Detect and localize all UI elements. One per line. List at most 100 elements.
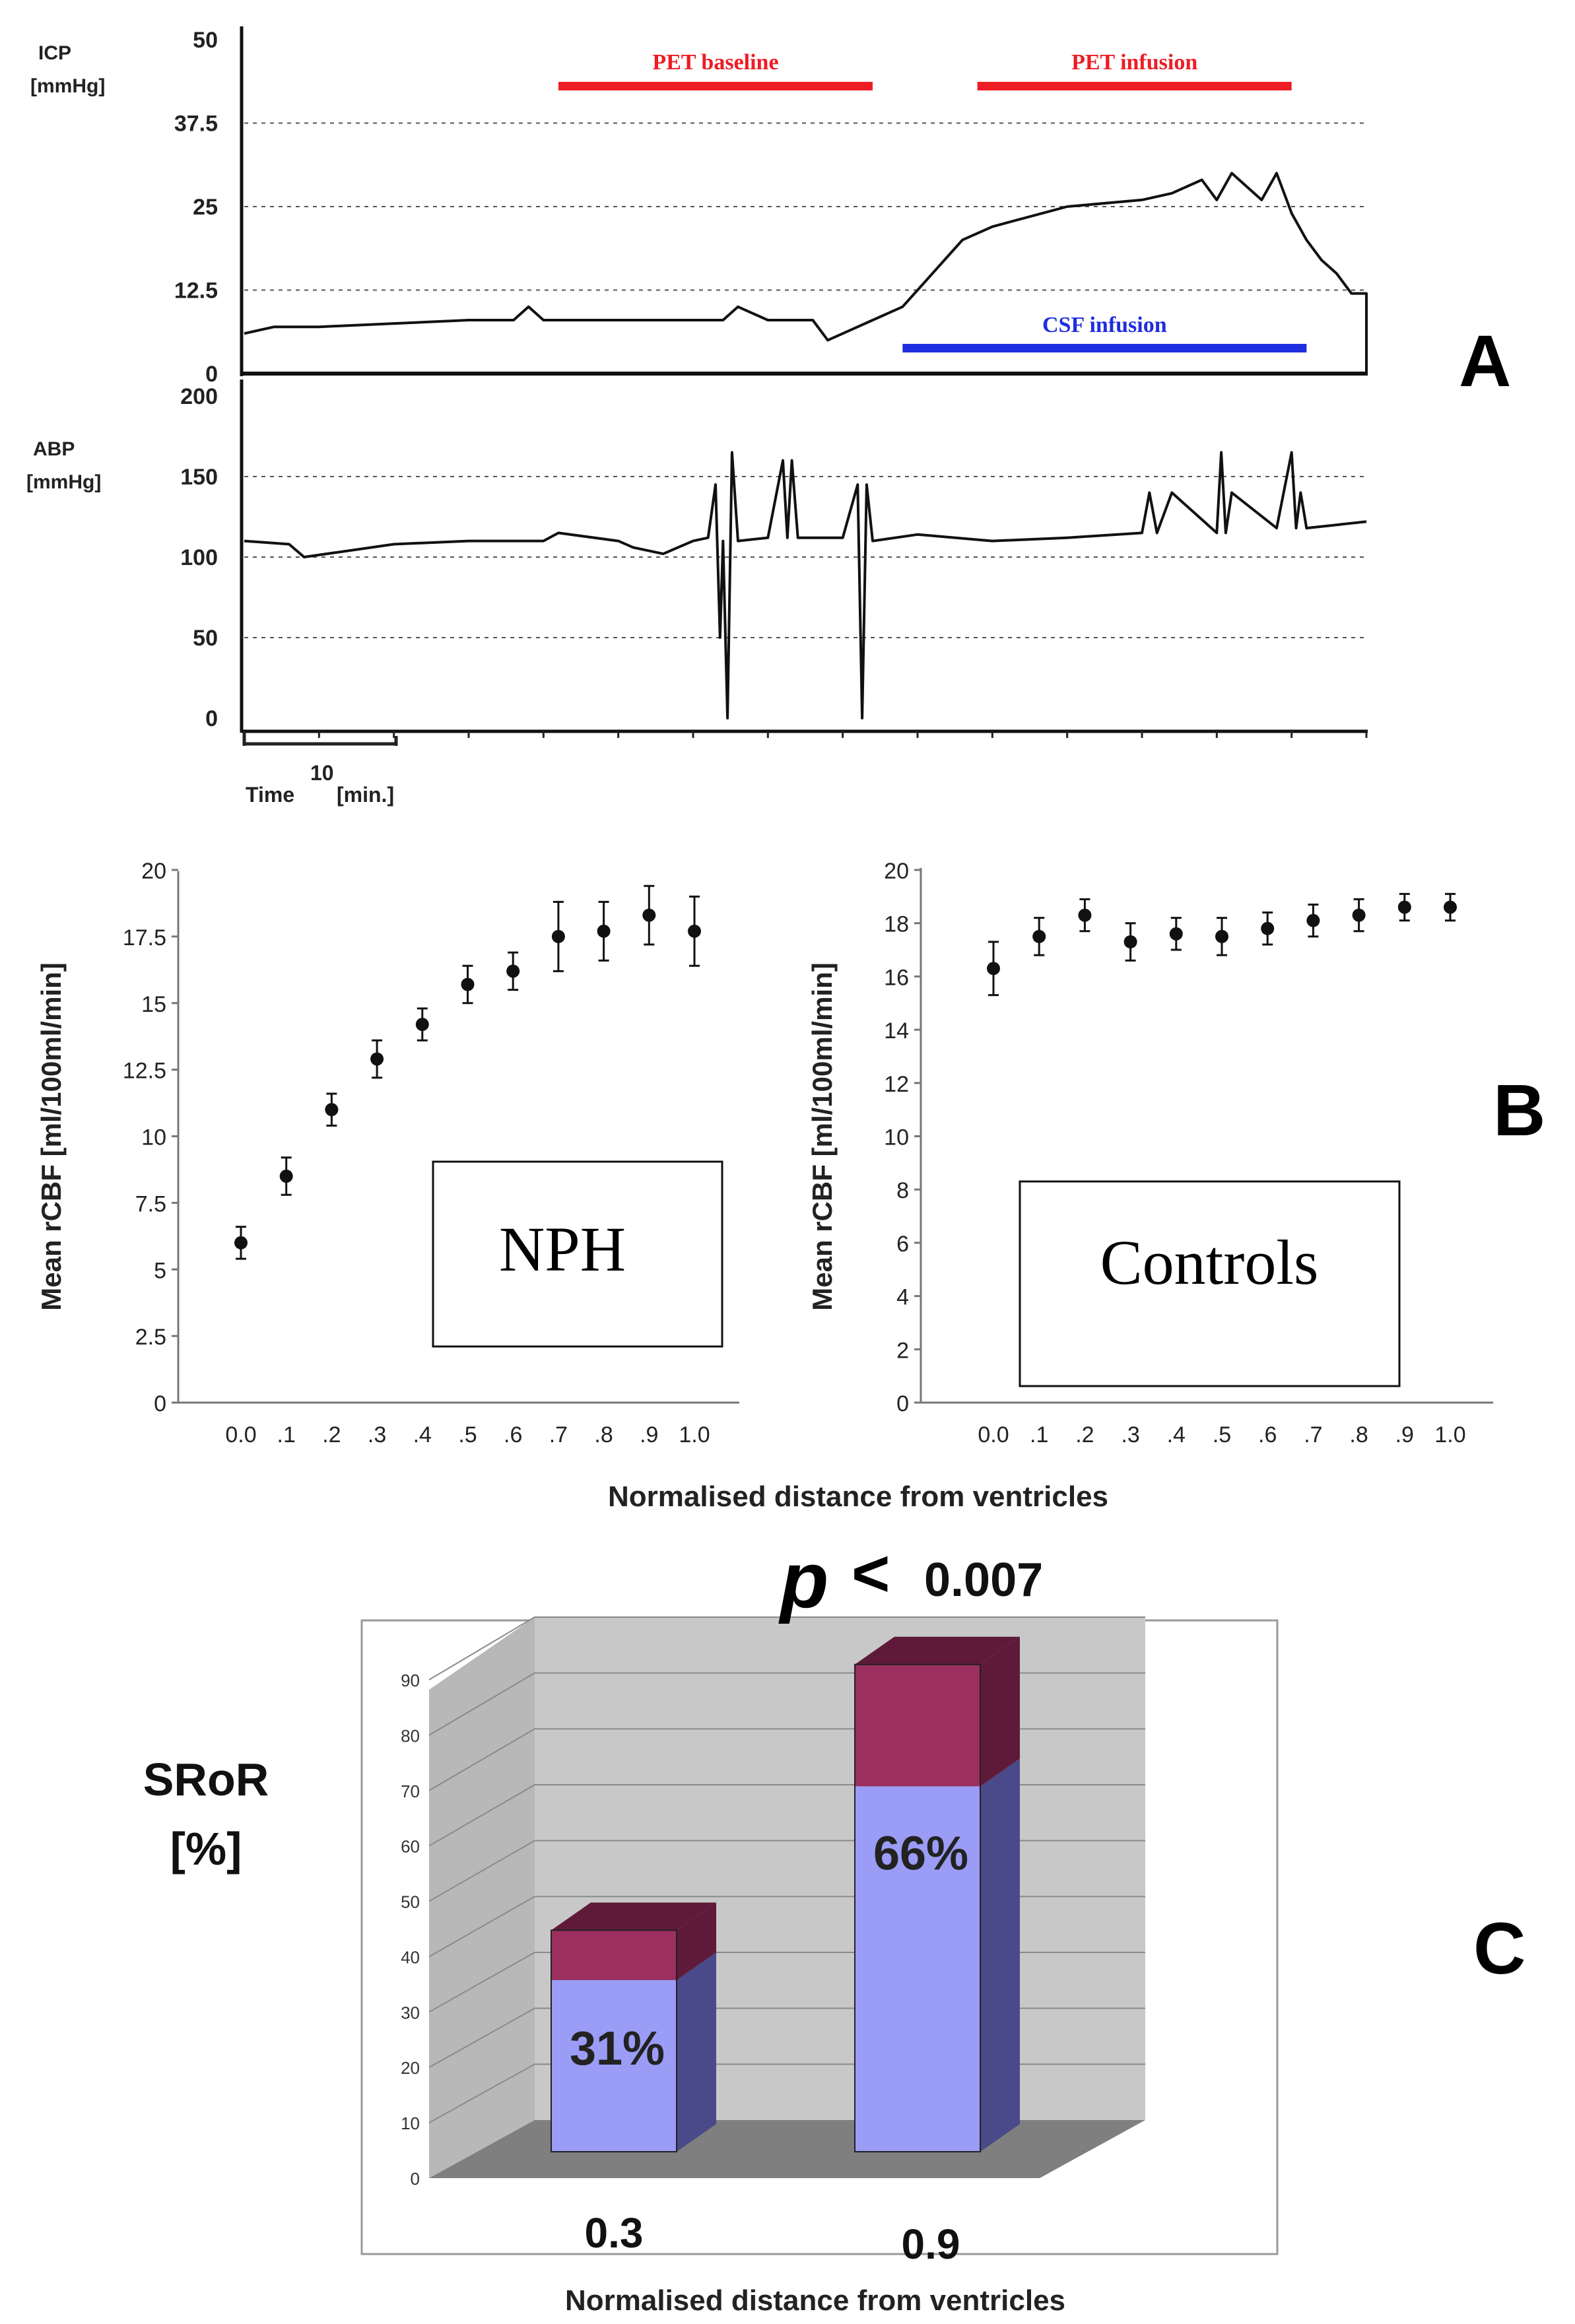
controls-title: Controls [1100, 1227, 1319, 1298]
y-tick-label: 16 [884, 965, 909, 990]
x-tick-label: 0.3 [585, 2209, 644, 2257]
nph-x-tick-labels: 0.0 .1 .2 .3 .4 .5 .6 .7 .8 .9 1.0 [225, 1422, 710, 1447]
annotation-label: PET baseline [652, 50, 778, 75]
x-tick-label: .5 [1213, 1422, 1231, 1447]
x-tick-label: 1.0 [1434, 1422, 1465, 1447]
y-tick-label: 2.5 [135, 1325, 166, 1350]
y-tick-label: 200 [180, 384, 218, 409]
data-point [506, 964, 520, 978]
sror-xlabel: Normalised distance from ventricles [565, 2284, 1065, 2317]
bar-data-label: 66% [873, 1827, 968, 1880]
gridline [428, 1616, 1145, 1680]
bar-outline [551, 1929, 677, 2152]
bar-upper-side [677, 1902, 716, 1980]
annotation-bar [902, 344, 1307, 352]
x-tick-label: .9 [640, 1422, 658, 1447]
x-tick-label: .2 [1075, 1422, 1094, 1447]
y-tick-label: 10 [141, 1125, 166, 1150]
y-tick-label: 12.5 [174, 279, 218, 304]
time-scale-bar [242, 733, 398, 746]
annotation-bar [977, 82, 1292, 90]
y-tick-label: 50 [193, 626, 218, 651]
nph-data-points [234, 884, 701, 1260]
sror-ylabel-unit: [%] [170, 1823, 242, 1875]
controls-y-tick-labels: 0 2 4 6 8 10 12 14 16 18 20 [884, 859, 921, 1416]
abp-tick-labels: 200 150 100 50 0 [180, 384, 218, 731]
x-tick-label: .7 [1304, 1422, 1322, 1447]
x-tick-label: .6 [1258, 1422, 1277, 1447]
sror-x-tick-labels: 0.3 0.9 [585, 2209, 960, 2268]
y-tick-label: 50 [401, 1892, 420, 1912]
data-point [1169, 927, 1183, 941]
y-tick-label: 0 [896, 1391, 909, 1416]
x-tick-label: 0.0 [225, 1422, 256, 1447]
x-tick-label: .8 [594, 1422, 613, 1447]
data-point [1306, 913, 1320, 927]
nph-plot: 0 2.5 5 7.5 10 12.5 15 17.5 20 0.0 .1 .2 .3 .4 .5 .6 .7… [36, 859, 739, 1447]
data-point [1444, 900, 1457, 914]
bar-data-label: 31% [570, 2022, 665, 2075]
data-point [551, 929, 565, 943]
icp-tick-labels: 50 37.5 25 12.5 0 [174, 28, 218, 387]
x-tick-label: .4 [1167, 1422, 1186, 1447]
sror-ylabel-name: SRoR [143, 1754, 269, 1805]
y-tick-label: 5 [154, 1258, 166, 1283]
y-tick-label: 12 [884, 1072, 909, 1097]
icp-ylabel-unit: [mmHg] [30, 75, 105, 97]
p-value: 0.007 [924, 1554, 1043, 1607]
floor [429, 2120, 1145, 2178]
y-tick-label: 4 [896, 1285, 909, 1310]
bar-outline [854, 1663, 981, 2153]
abp-x-ticks [243, 731, 1368, 738]
y-tick-label: 2 [896, 1338, 909, 1363]
y-tick-label: 20 [141, 859, 166, 884]
y-tick-label: 70 [401, 1781, 420, 1801]
bar-lower-segment [855, 1786, 980, 2152]
data-point [1123, 935, 1137, 948]
data-point [1352, 908, 1366, 922]
x-tick-label: 1.0 [679, 1422, 710, 1447]
y-tick-label: 10 [884, 1125, 909, 1150]
nph-ylabel: Mean rCBF [ml/100ml/min] [36, 962, 67, 1310]
nph-title: NPH [499, 1214, 626, 1284]
y-tick-label: 30 [401, 2003, 420, 2022]
y-tick-label: 0 [411, 2169, 420, 2189]
bar-lower-side [980, 1758, 1020, 2152]
sror-bars: 31% 66% [551, 1636, 1020, 2153]
x-tick-label: 0.0 [978, 1422, 1009, 1447]
panel-label-c: C [1473, 1908, 1525, 1989]
panel-c: 0 10 20 30 40 50 60 70 80 90 31% 66% 0.3 0.9 SRoR [… [143, 1536, 1526, 2317]
icp-ylabel-name: ICP [38, 42, 71, 64]
bar-upper-side [980, 1636, 1020, 1787]
abp-ylabel-unit: [mmHg] [26, 471, 101, 493]
x-tick-label: .7 [549, 1422, 568, 1447]
y-tick-label: 20 [884, 859, 909, 884]
bar-lower-side [677, 1952, 716, 2152]
controls-plot: 0 2 4 6 8 10 12 14 16 18 20 0.0 .1 .2 .3 .4 .5 .6 .7 .8 .9 1… [807, 859, 1493, 1447]
y-tick-label: 40 [401, 1947, 420, 1967]
y-tick-label: 15 [141, 992, 166, 1017]
abp-trace [244, 451, 1367, 719]
controls-ylabel: Mean rCBF [ml/100ml/min] [807, 962, 838, 1310]
abp-plot: 200 150 100 50 0 ABP [mmHg] 10 Time [min.] [26, 380, 1368, 807]
annotation-label: CSF infusion [1042, 313, 1167, 337]
controls-x-tick-labels: 0.0 .1 .2 .3 .4 .5 .6 .7 .8 .9 1.0 [978, 1422, 1465, 1447]
bar-lower-segment [551, 1979, 677, 2152]
bar-upper-segment [855, 1664, 980, 1787]
y-tick-label: 37.5 [174, 112, 218, 137]
y-tick-label: 50 [193, 28, 218, 53]
x-tick-label: .1 [277, 1422, 296, 1447]
data-point [279, 1170, 293, 1183]
y-tick-label: 8 [896, 1178, 909, 1203]
data-point [1215, 929, 1228, 943]
bar-upper-segment [551, 1930, 677, 1980]
y-tick-label: 20 [401, 2058, 420, 2078]
scale-bar-label: 10 [310, 761, 334, 785]
x-tick-label: .4 [413, 1422, 432, 1447]
x-tick-label: .3 [368, 1422, 386, 1447]
sror-y-tick-labels: 0 10 20 30 40 50 60 70 80 90 [401, 1671, 420, 2189]
icp-trace [244, 172, 1368, 374]
abp-xlabel: Time [246, 783, 294, 807]
